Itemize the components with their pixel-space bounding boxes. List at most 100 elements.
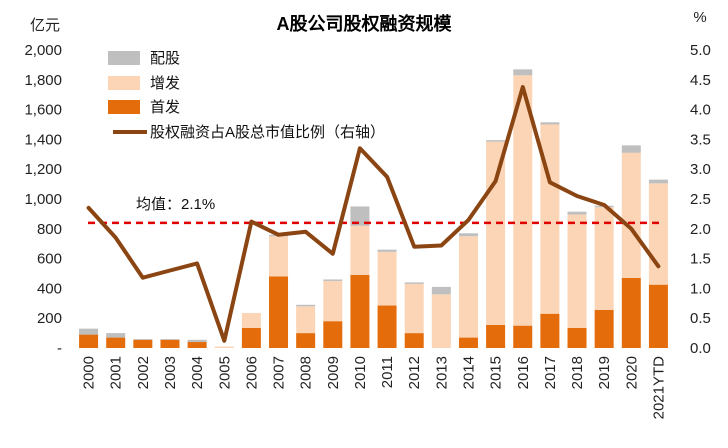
bar-segment [431, 294, 451, 348]
bar-segment [486, 141, 506, 325]
bar-segment [621, 277, 641, 348]
x-tick-label: 2005 [216, 356, 233, 389]
legend-swatch [108, 51, 140, 65]
x-tick-label: 2016 [515, 356, 532, 389]
bar-segment [160, 339, 180, 340]
bar-segment [79, 334, 99, 348]
bar-segment [458, 236, 478, 338]
x-tick-label: 2017 [542, 356, 559, 389]
x-tick-label: 2006 [243, 356, 260, 389]
x-tick-label: 2008 [298, 356, 315, 389]
bar-segment [350, 206, 370, 226]
mean-annotation: 均值：2.1% [136, 196, 215, 213]
bar-segment [377, 251, 397, 306]
bar-segment [567, 211, 587, 215]
bar-segment [296, 304, 316, 307]
legend-label: 配股 [150, 50, 180, 67]
left-axis-unit: 亿元 [30, 17, 60, 34]
bar-segment [540, 313, 560, 348]
bar-segment [513, 325, 533, 348]
bar-segment [377, 249, 397, 252]
bar-segment [486, 140, 506, 142]
right-tick-label: 5.0 [690, 42, 711, 59]
bar-segment [567, 214, 587, 328]
bar-segment [269, 276, 289, 348]
bar-segment [106, 337, 126, 348]
chart-title: A股公司股权融资规模 [277, 13, 453, 34]
ratio-line-group [86, 85, 661, 343]
legend-swatch [108, 76, 140, 90]
x-tick-label: 2010 [352, 356, 369, 389]
bar-segment [404, 282, 424, 284]
left-tick-label: 800 [37, 221, 62, 238]
stacked-bars [79, 69, 668, 348]
bar-segment [350, 274, 370, 348]
right-tick-label: 3.5 [690, 131, 711, 148]
bar-segment [621, 152, 641, 278]
right-tick-label: 1.0 [690, 280, 711, 297]
x-tick-label: 2011 [379, 356, 396, 388]
right-tick-label: 0.5 [690, 310, 711, 327]
bar-segment [296, 306, 316, 334]
bar-segment [160, 339, 180, 348]
right-tick-label: 4.5 [690, 72, 711, 89]
left-tick-label: 1,600 [24, 102, 62, 119]
x-tick-label: 2018 [569, 356, 586, 389]
right-tick-label: 4.0 [690, 102, 711, 119]
bar-segment [133, 339, 153, 340]
right-tick-label: 2.5 [690, 191, 711, 208]
bar-segment [648, 284, 668, 348]
legend-label: 增发 [150, 75, 180, 92]
bar-segment [431, 286, 451, 295]
x-tick-label: 2004 [189, 356, 206, 389]
left-tick-label: 2,000 [24, 42, 62, 59]
bar-segment [323, 280, 343, 322]
bar-segment [648, 179, 668, 184]
right-tick-label: 2.0 [690, 221, 711, 238]
x-tick-label: 2019 [596, 356, 613, 389]
bar-segment [323, 279, 343, 281]
bar-segment [79, 328, 99, 335]
bar-segment [269, 236, 289, 277]
x-tick-label: 2001 [108, 356, 125, 389]
bar-segment [404, 283, 424, 334]
bar-segment [106, 333, 126, 338]
x-tick-label: 2020 [623, 356, 640, 389]
x-axis-labels: 2000 2001 2002 2003 2004 2005 2006 2007 2008 2009… [81, 356, 668, 420]
left-tick-label: 1,000 [24, 191, 62, 208]
left-tick-label: 1,800 [24, 72, 62, 89]
right-axis-ticks: 0.0 0.5 1.0 1.5 2.0 2.5 3.0 3.5 4.0 4.5 5.0 [690, 42, 711, 357]
bar-segment [540, 122, 560, 125]
bar-segment [350, 225, 370, 275]
right-tick-label: 0.0 [690, 340, 711, 357]
bar-segment [621, 145, 641, 153]
left-tick-label: 400 [37, 280, 62, 297]
bar-segment [241, 312, 261, 328]
left-tick-label: 200 [37, 310, 62, 327]
bar-segment [594, 207, 614, 311]
left-tick-label: 600 [37, 251, 62, 268]
x-tick-label: 2014 [460, 356, 477, 389]
bar-segment [648, 183, 668, 285]
bar-segment [133, 339, 153, 348]
right-axis-unit: % [693, 9, 706, 26]
x-tick-label: 2009 [325, 356, 342, 389]
bar-segment [296, 333, 316, 348]
bar-segment [377, 305, 397, 348]
left-axis-ticks: - 200 400 600 800 1,000 1,200 1,400 1,600 1,800 2,… [24, 42, 62, 357]
bar-segment [594, 310, 614, 348]
right-tick-label: 3.0 [690, 161, 711, 178]
bar-segment [187, 342, 207, 348]
x-tick-label: 2003 [162, 356, 179, 389]
ratio-line [86, 85, 661, 343]
bar-segment [404, 333, 424, 348]
bar-segment [513, 75, 533, 326]
legend-swatch [108, 100, 140, 114]
x-tick-label: 2000 [81, 356, 98, 389]
left-tick-label: 1,400 [24, 131, 62, 148]
bar-segment [214, 346, 234, 348]
x-tick-label: 2021YTD [650, 356, 667, 420]
legend-label: 股权融资占A股总市值比例（右轴） [150, 124, 385, 141]
